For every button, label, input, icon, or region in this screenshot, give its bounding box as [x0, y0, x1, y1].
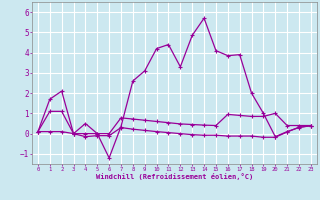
X-axis label: Windchill (Refroidissement éolien,°C): Windchill (Refroidissement éolien,°C): [96, 173, 253, 180]
